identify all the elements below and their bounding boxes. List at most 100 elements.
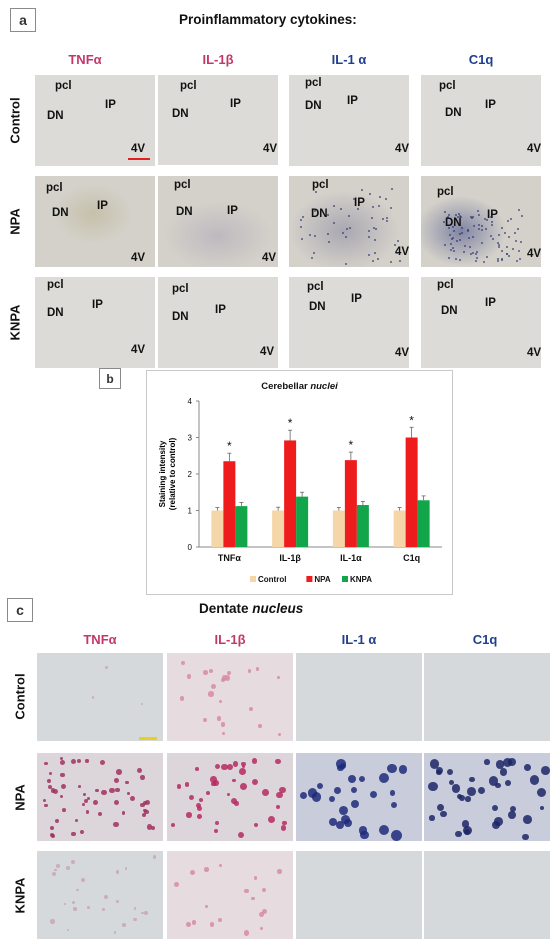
chart-title: Cerebellar nuclei: [261, 381, 338, 392]
y-axis-label: Staining intensity: [158, 440, 167, 507]
cell-body: [226, 670, 231, 676]
cell-body: [49, 832, 54, 837]
cell-body: [488, 776, 498, 786]
stain-dot: [444, 243, 447, 246]
stain-dot: [490, 215, 493, 218]
cell-body: [116, 899, 119, 903]
cell-body: [56, 864, 61, 869]
stain-dot: [450, 243, 453, 246]
cell-body: [102, 907, 106, 911]
cell-body: [439, 810, 447, 818]
cell-body: [146, 824, 153, 830]
cell-body: [211, 684, 217, 690]
cell-body: [221, 731, 225, 735]
stain-dot: [505, 246, 508, 249]
stain-dot: [519, 240, 522, 243]
cell-body: [339, 806, 349, 816]
cell-body: [50, 919, 55, 924]
cell-body: [221, 722, 226, 727]
cell-body: [151, 826, 156, 831]
stain-dot: [398, 259, 401, 262]
cell-body: [221, 677, 226, 682]
cell-body: [358, 826, 368, 835]
significance-star: *: [288, 416, 293, 430]
panel-a-row-knpa: KNPA: [7, 304, 23, 341]
region-label-dn: DN: [445, 107, 462, 119]
region-label-dn: DN: [309, 301, 326, 313]
cell-body: [59, 794, 63, 798]
panel-c-col-il1a: IL-1 α: [341, 632, 377, 647]
cell-body: [203, 717, 208, 722]
region-label-v4: 4V: [395, 347, 409, 359]
stain-dot: [451, 237, 454, 240]
cell-body: [141, 702, 144, 706]
x-tick-label: C1q: [403, 553, 420, 563]
cell-body: [44, 761, 48, 766]
stain-dot: [478, 214, 481, 217]
cell-body: [282, 820, 288, 826]
stain-dot: [301, 238, 304, 241]
cell-body: [261, 909, 267, 914]
cell-body: [466, 787, 476, 797]
cell-body: [429, 815, 435, 821]
cell-body: [529, 774, 540, 785]
stain-dot: [475, 250, 478, 253]
panel-c-col-tnfa: TNFα: [83, 632, 117, 647]
micrograph-knpa-il1b: pcl DN IP 4V: [158, 277, 278, 368]
bar-knpa: [417, 500, 430, 547]
micrograph-dentate-npa-tnfa: [37, 753, 163, 841]
cell-body: [208, 691, 214, 697]
region-label-ip: IP: [485, 99, 496, 111]
cell-body: [48, 784, 53, 789]
stain-dot: [327, 241, 330, 244]
cell-body: [446, 768, 454, 775]
region-label-ip: IP: [92, 299, 103, 311]
panel-a-row-npa: NPA: [7, 208, 23, 235]
stain-dot: [461, 232, 464, 235]
cell-body: [224, 675, 230, 681]
cell-body: [79, 829, 85, 835]
stain-dot: [471, 251, 474, 254]
cell-body: [115, 787, 120, 792]
cell-body: [502, 757, 512, 767]
stain-dot: [510, 218, 513, 221]
bar-control: [211, 510, 224, 547]
region-label-dn: DN: [441, 305, 458, 317]
cell-body: [145, 799, 151, 805]
panel-c-row-knpa: KNPA: [12, 877, 28, 914]
cell-body: [243, 930, 250, 936]
stain-dot: [367, 229, 370, 232]
cell-body: [238, 768, 246, 775]
region-label-ip: IP: [487, 209, 498, 221]
cell-body: [238, 832, 245, 839]
cell-body: [347, 774, 357, 783]
bar-knpa: [235, 506, 248, 547]
cell-body: [77, 784, 81, 788]
stain-dot: [443, 210, 446, 213]
cell-body: [370, 790, 378, 798]
cell-body: [221, 763, 228, 771]
stain-dot: [459, 215, 462, 218]
cell-body: [81, 877, 85, 882]
stain-dot: [458, 233, 461, 236]
cell-body: [195, 802, 202, 809]
cell-body: [71, 831, 77, 837]
cell-body: [216, 716, 222, 721]
region-label-pcl: pcl: [47, 279, 64, 291]
panel-b-label: b: [99, 368, 121, 389]
cell-body: [300, 792, 308, 800]
stain-dot: [498, 245, 501, 248]
region-label-pcl: pcl: [55, 80, 72, 92]
cell-body: [210, 776, 217, 783]
region-label-pcl: pcl: [174, 179, 191, 191]
cell-body: [152, 855, 157, 859]
bar-npa: [344, 460, 357, 547]
stain-dot: [452, 246, 455, 249]
cell-body: [495, 760, 505, 769]
stain-dot: [498, 233, 501, 236]
region-label-pcl: pcl: [305, 77, 322, 89]
stain-dot: [496, 260, 499, 263]
cell-body: [144, 809, 149, 815]
stain-dot: [501, 227, 504, 230]
region-label-ip: IP: [485, 297, 496, 309]
